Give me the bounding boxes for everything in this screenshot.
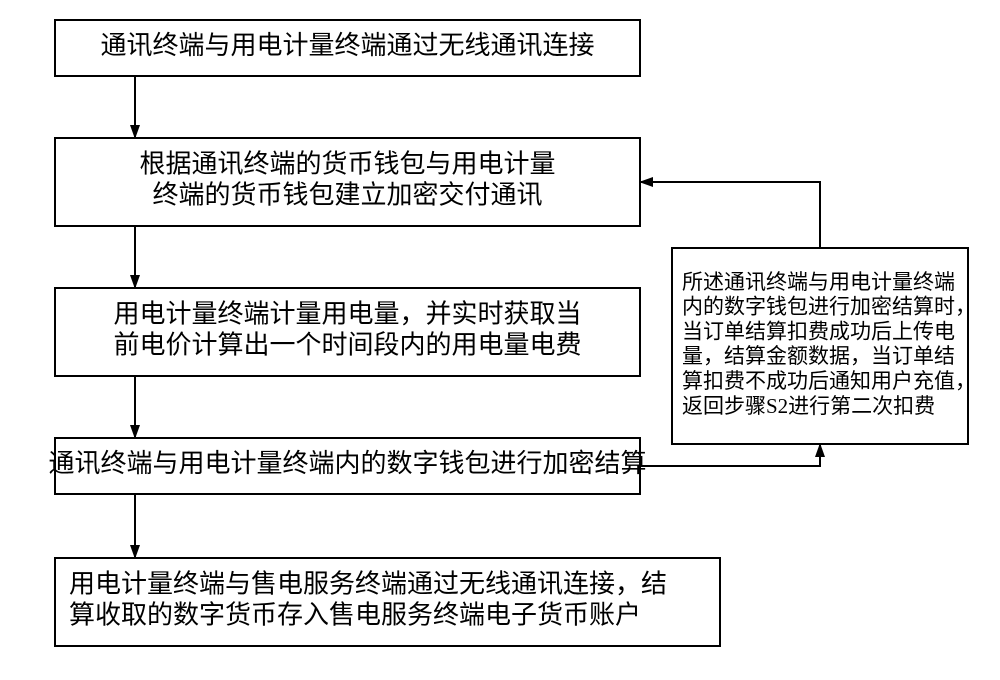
box-b5-line1: 算收取的数字货币存入售电服务终端电子货币账户: [69, 600, 641, 629]
box-side-line0: 所述通讯终端与用电计量终端: [682, 270, 955, 294]
box-b2-line0: 根据通讯终端的货币钱包与用电计量: [139, 150, 555, 179]
box-side-line1: 内的数字钱包进行加密结算时，: [682, 295, 976, 319]
box-b5-line0: 用电计量终端与售电服务终端通过无线通讯连接，结: [69, 570, 667, 599]
box-b2-line1: 终端的货币钱包建立加密交付通讯: [152, 180, 542, 209]
arrow-a4s: [640, 444, 820, 466]
box-side-line2: 当订单结算扣费成功后上传电: [682, 319, 955, 343]
box-b1-line0: 通讯终端与用电计量终端通过无线通讯连接: [100, 31, 594, 60]
box-side-line5: 返回步骤S2进行第二次扣费: [682, 394, 935, 418]
box-side-line3: 量，结算金额数据，当订单结: [682, 344, 955, 368]
box-b3-line1: 前电价计算出一个时间段内的用电量电费: [113, 330, 581, 359]
box-b4-line0: 通讯终端与用电计量终端内的数字钱包进行加密结算: [48, 449, 646, 478]
box-b3-line0: 用电计量终端计量用电量，并实时获取当: [113, 300, 581, 329]
flowchart: 通讯终端与用电计量终端通过无线通讯连接根据通讯终端的货币钱包与用电计量终端的货币…: [0, 0, 1000, 680]
arrow-as2: [640, 182, 820, 248]
box-side-line4: 算扣费不成功后通知用户充值，: [682, 369, 976, 393]
